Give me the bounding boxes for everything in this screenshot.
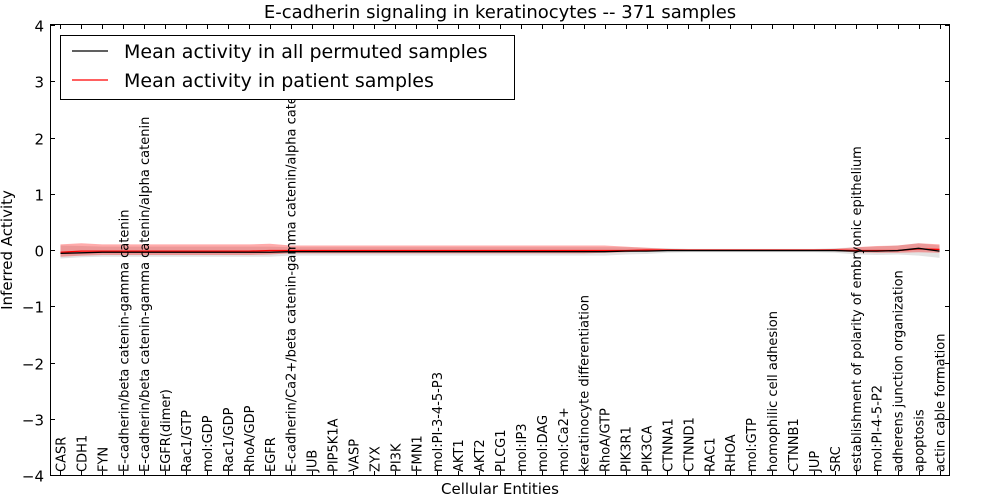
- x-axis-label: Cellular Entities: [441, 480, 559, 498]
- legend-label-patient: Mean activity in patient samples: [124, 70, 434, 92]
- y-axis: 4 3 2 1 0 −1 −2 −3 −4: [22, 18, 950, 486]
- line-permuted: [60, 247, 940, 255]
- y-tick-label: −2: [22, 356, 44, 374]
- x-tick-label: SRC: [829, 446, 844, 472]
- x-tick-label: adherens junction organization: [892, 270, 907, 472]
- x-tick-label: FMN1: [410, 435, 425, 472]
- x-tick-label: ZYX: [368, 446, 383, 472]
- x-tick-label: EGFR: [264, 437, 279, 472]
- x-tick-label: PIP5K1A: [327, 418, 342, 472]
- legend: Mean activity in all permuted samples Me…: [60, 35, 515, 100]
- x-tick-label: mol:GTP: [745, 418, 760, 472]
- x-tick-labels: CASR CDH1 FYN E-cadherin/beta catenin-gamma…: [54, 39, 948, 473]
- x-tick-label: CDH1: [75, 435, 90, 472]
- x-tick-label: mol:Ca2+: [557, 407, 572, 472]
- x-tick-label: CTNND1: [682, 417, 697, 472]
- x-tick-label: Rac1/GDP: [222, 407, 237, 472]
- x-tick-label: mol:DAG: [536, 415, 551, 472]
- x-tick-label: AKT1: [452, 439, 467, 472]
- x-tick-label: RAC1: [703, 437, 718, 472]
- legend-box: [60, 35, 515, 100]
- x-tick-label: RHOA: [724, 434, 739, 472]
- x-axis: [60, 25, 941, 475]
- chart-title: E-cadherin signaling in keratinocytes --…: [264, 2, 736, 23]
- y-tick-label: 2: [34, 131, 44, 149]
- x-tick-label: mol:PI-4-5-P2: [871, 385, 886, 472]
- line-group: [60, 247, 940, 255]
- y-tick-label: 4: [34, 18, 44, 36]
- x-tick-label: homophilic cell adhesion: [766, 311, 781, 472]
- x-tick-label: mol:PI-3-4-5-P3: [431, 372, 446, 472]
- x-tick-label: JUB: [306, 450, 321, 473]
- y-tick-label: −4: [22, 468, 44, 486]
- y-tick-label: −3: [22, 412, 44, 430]
- x-tick-label: CTNNB1: [787, 418, 802, 472]
- y-axis-label: Inferred Activity: [0, 190, 16, 310]
- x-tick-label: RhoA/GTP: [599, 408, 614, 472]
- x-tick-label: PIK3R1: [620, 426, 635, 472]
- x-tick-label: mol:GDP: [201, 415, 216, 472]
- x-tick-label: EGFR(dimer): [159, 389, 174, 472]
- x-tick-label: PLCG1: [494, 429, 509, 472]
- x-tick-label: E-cadherin/beta catenin-gamma catenin: [117, 210, 132, 472]
- x-tick-label: FYN: [96, 447, 111, 472]
- x-tick-label: CASR: [54, 437, 69, 472]
- x-tick-label: establishment of polarity of embryonic e…: [850, 146, 865, 472]
- x-tick-label: PIK3CA: [641, 425, 656, 472]
- x-tick-label: RhoA/GDP: [243, 405, 258, 472]
- x-tick-label: PI3K: [389, 443, 404, 472]
- x-tick-label: AKT2: [473, 439, 488, 472]
- x-tick-label: Rac1/GTP: [180, 410, 195, 472]
- x-tick-label: mol:IP3: [515, 423, 530, 472]
- y-tick-label: 1: [34, 187, 44, 205]
- x-tick-label: E-cadherin/Ca2+/beta catenin-gamma caten…: [285, 39, 300, 472]
- y-tick-label: 3: [34, 74, 44, 92]
- x-tick-label: E-cadherin/beta catenin-gamma catenin/al…: [138, 117, 153, 472]
- x-tick-label: CTNNA1: [661, 418, 676, 472]
- legend-label-permuted: Mean activity in all permuted samples: [124, 41, 487, 63]
- x-tick-label: apoptosis: [913, 409, 928, 472]
- x-tick-label: VASP: [347, 439, 362, 472]
- x-tick-label: keratinocyte differentiation: [578, 295, 593, 472]
- y-tick-label: 0: [34, 243, 44, 261]
- x-tick-label: JUP: [808, 451, 823, 473]
- y-tick-label: −1: [22, 299, 44, 317]
- x-tick-label: actin cable formation: [934, 334, 949, 472]
